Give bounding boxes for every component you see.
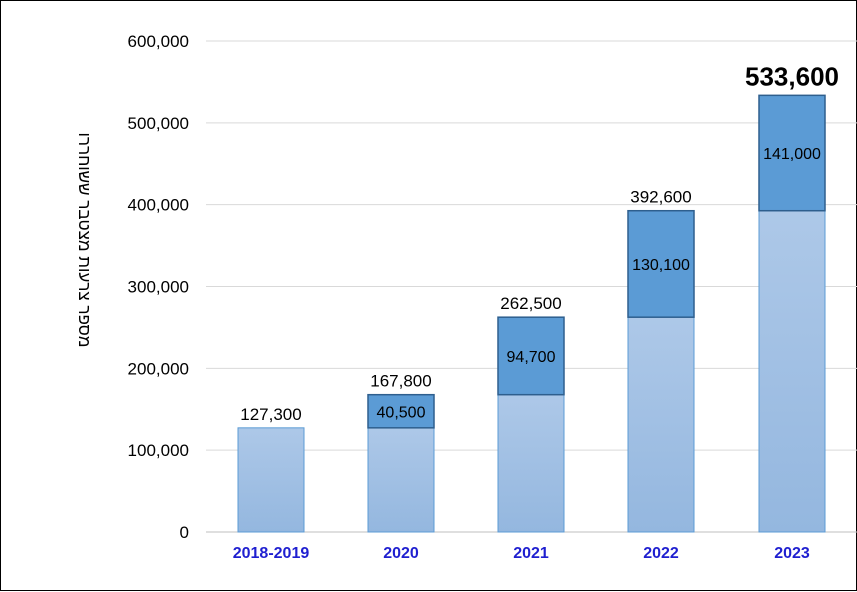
bar-increment bbox=[758, 94, 826, 212]
y-tick-label: 100,000 bbox=[128, 441, 189, 460]
increment-data-label: 40,500 bbox=[377, 404, 426, 421]
increment-data-label: 94,700 bbox=[507, 349, 556, 366]
total-data-label: 127,300 bbox=[240, 405, 301, 424]
bar-base bbox=[237, 427, 305, 533]
y-tick-label: 0 bbox=[180, 523, 189, 542]
bar-base bbox=[627, 316, 695, 533]
y-tick-label: 400,000 bbox=[128, 196, 189, 215]
x-tick-label: 2021 bbox=[513, 545, 549, 562]
x-tick-label: 2020 bbox=[383, 545, 419, 562]
increment-data-label: 141,000 bbox=[763, 146, 821, 163]
total-data-label: 533,600 bbox=[745, 61, 839, 91]
x-tick-label: 2023 bbox=[774, 545, 810, 562]
total-data-label: 262,500 bbox=[500, 294, 561, 313]
bar-increment bbox=[627, 209, 695, 318]
bar-increment bbox=[367, 393, 435, 429]
x-tick-label: 2018-2019 bbox=[233, 545, 310, 562]
bar-base bbox=[497, 394, 565, 533]
bar-increment bbox=[497, 316, 565, 396]
x-tick-label: 2022 bbox=[643, 545, 679, 562]
increment-data-label: 130,100 bbox=[632, 257, 690, 274]
y-tick-label: 300,000 bbox=[128, 278, 189, 297]
y-axis-label: מספר צרעות מצטבר ששוחררו bbox=[75, 133, 94, 348]
y-tick-label: 200,000 bbox=[128, 359, 189, 378]
total-data-label: 392,600 bbox=[630, 188, 691, 207]
labels: 0 100,000 200,000 300,000 400,000 500,000 600,… bbox=[128, 32, 839, 562]
y-tick-label: 500,000 bbox=[128, 114, 189, 133]
bars bbox=[237, 94, 826, 533]
bar-base bbox=[367, 427, 435, 533]
bar-base bbox=[758, 210, 826, 533]
y-tick-label: 600,000 bbox=[128, 32, 189, 51]
total-data-label: 167,800 bbox=[370, 372, 431, 391]
